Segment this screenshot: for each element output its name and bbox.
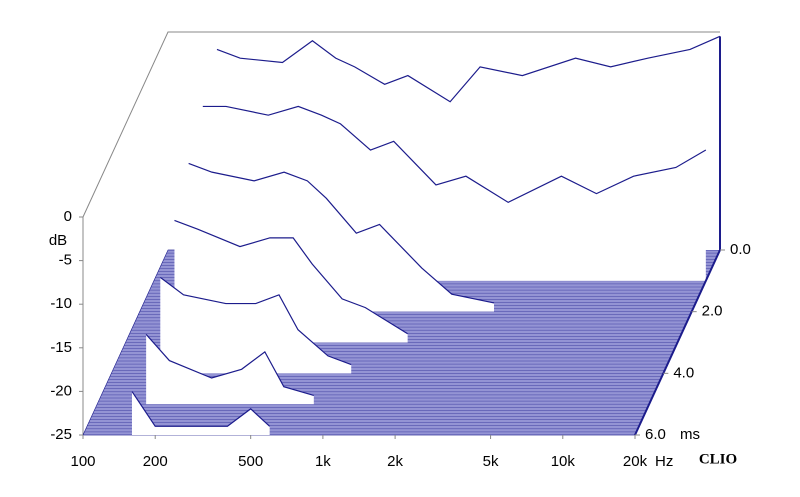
x-tick-label: 2k: [387, 453, 403, 470]
y-tick-label: -15: [50, 339, 72, 356]
y-tick-label: -5: [59, 252, 72, 269]
slice-line: [159, 276, 352, 366]
time-unit: ms: [680, 426, 700, 443]
slice-fill: [131, 391, 270, 435]
time-tick-label: 6.0: [645, 426, 666, 443]
x-unit: Hz: [655, 453, 673, 470]
x-tick-label: 1k: [315, 453, 331, 470]
slice-fill: [146, 334, 314, 405]
y-tick-label: -20: [50, 382, 72, 399]
x-tick-label: 200: [143, 453, 168, 470]
time-tick-label: 0.0: [730, 241, 751, 258]
x-tick-label: 10k: [551, 453, 576, 470]
y-tick-label: 0: [64, 208, 72, 225]
slice-line: [131, 391, 271, 427]
y-axis-label: dB: [49, 232, 67, 249]
time-tick-label: 2.0: [702, 303, 723, 320]
slice-line: [145, 334, 314, 397]
slice-line: [216, 35, 721, 103]
time-tick-label: 4.0: [673, 364, 694, 381]
slice-line: [188, 162, 495, 304]
x-tick-label: 20k: [623, 453, 648, 470]
x-tick-label: 100: [70, 453, 95, 470]
brand: CLIO: [699, 451, 737, 467]
frame: [82, 31, 720, 218]
slice-fill: [160, 277, 352, 374]
slice-line: [174, 219, 408, 335]
slice-line: [202, 105, 707, 204]
y-tick-label: -10: [50, 295, 72, 312]
x-tick-label: 500: [238, 453, 263, 470]
y-tick-label: -25: [50, 426, 72, 443]
x-tick-label: 5k: [483, 453, 499, 470]
